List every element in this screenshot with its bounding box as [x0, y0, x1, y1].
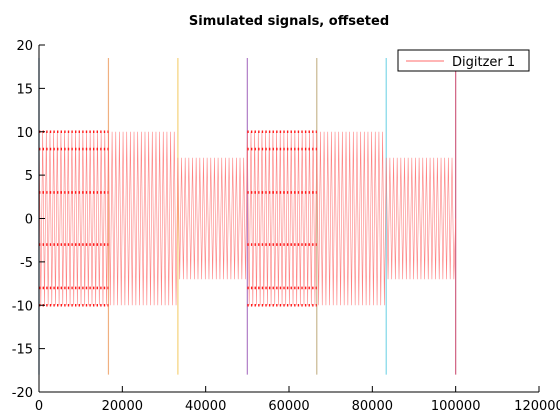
y-tick-label: -10 — [12, 299, 33, 314]
y-axis-ticks: -20 -15 -10 -5 0 5 10 15 20 — [12, 39, 45, 401]
y-tick-label: 0 — [25, 213, 33, 228]
y-tick-label: 5 — [25, 169, 33, 184]
plot-series — [38, 130, 456, 307]
x-tick-label: 40000 — [185, 399, 226, 414]
chart-title: Simulated signals, offseted — [189, 14, 389, 29]
axes — [38, 45, 539, 393]
legend-label: Digitzer 1 — [452, 55, 515, 70]
y-tick-label: -20 — [12, 386, 33, 401]
x-tick-label: 80000 — [352, 399, 393, 414]
y-tick-label: -5 — [20, 256, 33, 271]
x-tick-label: 0 — [35, 399, 43, 414]
x-tick-label: 20000 — [102, 399, 143, 414]
x-tick-label: 100000 — [431, 399, 481, 414]
y-tick-label: 20 — [16, 39, 33, 54]
series-line — [38, 131, 456, 306]
x-tick-label: 120000 — [514, 399, 560, 414]
marker-lines — [38, 58, 457, 375]
legend-box — [397, 49, 530, 72]
y-tick-label: -15 — [12, 343, 33, 358]
legend: Digitzer 1 — [397, 49, 530, 72]
x-tick-label: 60000 — [268, 399, 309, 414]
y-tick-label: 10 — [16, 126, 33, 141]
y-tick-label: 15 — [16, 82, 33, 97]
x-axis-ticks: 0 20000 40000 60000 80000 100000 120000 — [35, 386, 560, 414]
